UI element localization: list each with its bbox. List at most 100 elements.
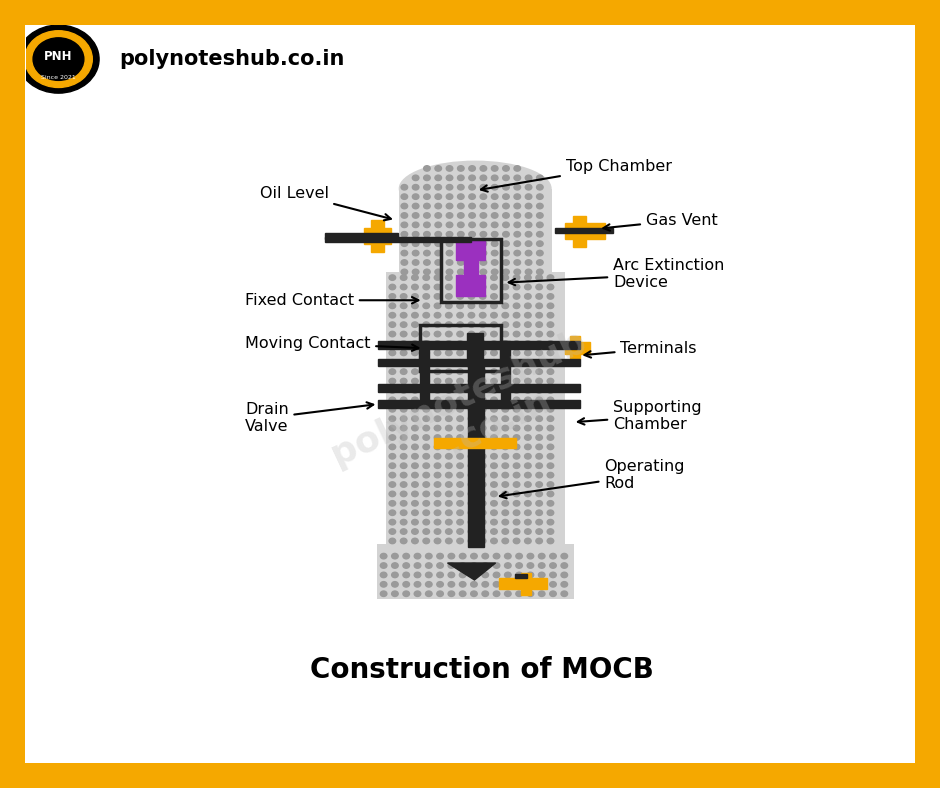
Circle shape	[503, 269, 509, 274]
Circle shape	[437, 572, 444, 578]
Circle shape	[468, 481, 475, 487]
Circle shape	[389, 444, 396, 450]
Circle shape	[389, 397, 396, 403]
Circle shape	[446, 251, 453, 256]
Circle shape	[537, 251, 543, 256]
Circle shape	[514, 194, 521, 199]
Circle shape	[514, 269, 521, 274]
Circle shape	[400, 426, 407, 431]
Circle shape	[457, 426, 463, 431]
Circle shape	[434, 322, 441, 327]
Circle shape	[457, 340, 463, 346]
Circle shape	[492, 241, 498, 247]
Circle shape	[458, 165, 464, 171]
Circle shape	[536, 294, 542, 299]
Circle shape	[479, 322, 486, 327]
Circle shape	[412, 397, 418, 403]
Circle shape	[423, 454, 430, 459]
Circle shape	[434, 454, 441, 459]
Circle shape	[561, 591, 568, 597]
Circle shape	[389, 331, 396, 336]
Circle shape	[513, 510, 520, 515]
Circle shape	[516, 591, 523, 597]
Circle shape	[491, 472, 497, 478]
Circle shape	[525, 303, 531, 309]
Circle shape	[527, 572, 534, 578]
Bar	[441, 239, 501, 302]
Circle shape	[482, 553, 489, 559]
Circle shape	[479, 407, 486, 412]
Circle shape	[423, 529, 430, 534]
Circle shape	[389, 407, 396, 412]
Circle shape	[426, 591, 432, 597]
Text: Construction of MOCB: Construction of MOCB	[310, 656, 653, 684]
Circle shape	[471, 563, 478, 568]
Bar	[378, 359, 580, 366]
Circle shape	[423, 378, 430, 384]
Circle shape	[480, 165, 487, 171]
Circle shape	[413, 175, 419, 180]
Circle shape	[423, 510, 430, 515]
Circle shape	[446, 500, 452, 506]
Circle shape	[502, 538, 509, 544]
Bar	[468, 365, 484, 547]
Circle shape	[468, 275, 475, 281]
Circle shape	[424, 222, 431, 228]
Circle shape	[480, 260, 487, 266]
Circle shape	[547, 500, 554, 506]
Circle shape	[525, 426, 531, 431]
Circle shape	[525, 269, 532, 274]
Circle shape	[479, 331, 486, 336]
Text: PNH: PNH	[44, 50, 72, 64]
Circle shape	[468, 322, 475, 327]
Circle shape	[435, 175, 442, 180]
Circle shape	[492, 184, 498, 190]
Circle shape	[491, 491, 497, 496]
Circle shape	[502, 519, 509, 525]
Circle shape	[547, 472, 554, 478]
Circle shape	[491, 397, 497, 403]
Circle shape	[547, 510, 554, 515]
Circle shape	[536, 538, 542, 544]
Circle shape	[446, 350, 452, 355]
Circle shape	[480, 175, 487, 180]
Circle shape	[392, 572, 399, 578]
Circle shape	[469, 175, 476, 180]
Circle shape	[468, 331, 475, 336]
Circle shape	[468, 435, 475, 440]
Circle shape	[536, 435, 542, 440]
Circle shape	[536, 481, 542, 487]
Text: Supporting
Chamber: Supporting Chamber	[578, 400, 701, 433]
Circle shape	[547, 407, 554, 412]
Circle shape	[400, 397, 407, 403]
Circle shape	[494, 553, 500, 559]
Circle shape	[434, 350, 441, 355]
Circle shape	[389, 340, 396, 346]
Circle shape	[389, 472, 396, 478]
Circle shape	[525, 538, 531, 544]
Circle shape	[536, 369, 542, 374]
Circle shape	[479, 538, 486, 544]
Circle shape	[446, 444, 452, 450]
Circle shape	[412, 369, 418, 374]
Circle shape	[536, 378, 542, 384]
Circle shape	[457, 294, 463, 299]
Circle shape	[400, 275, 407, 281]
Bar	[463, 259, 478, 277]
Circle shape	[458, 241, 464, 247]
Circle shape	[479, 500, 486, 506]
Circle shape	[389, 538, 396, 544]
Circle shape	[457, 472, 463, 478]
Circle shape	[468, 407, 475, 412]
Circle shape	[468, 454, 475, 459]
Circle shape	[448, 582, 455, 587]
Circle shape	[491, 481, 497, 487]
Circle shape	[400, 340, 407, 346]
Circle shape	[502, 340, 509, 346]
Circle shape	[516, 572, 523, 578]
Circle shape	[435, 194, 442, 199]
Circle shape	[468, 491, 475, 496]
Circle shape	[547, 340, 554, 346]
Bar	[515, 574, 527, 578]
Circle shape	[480, 241, 487, 247]
